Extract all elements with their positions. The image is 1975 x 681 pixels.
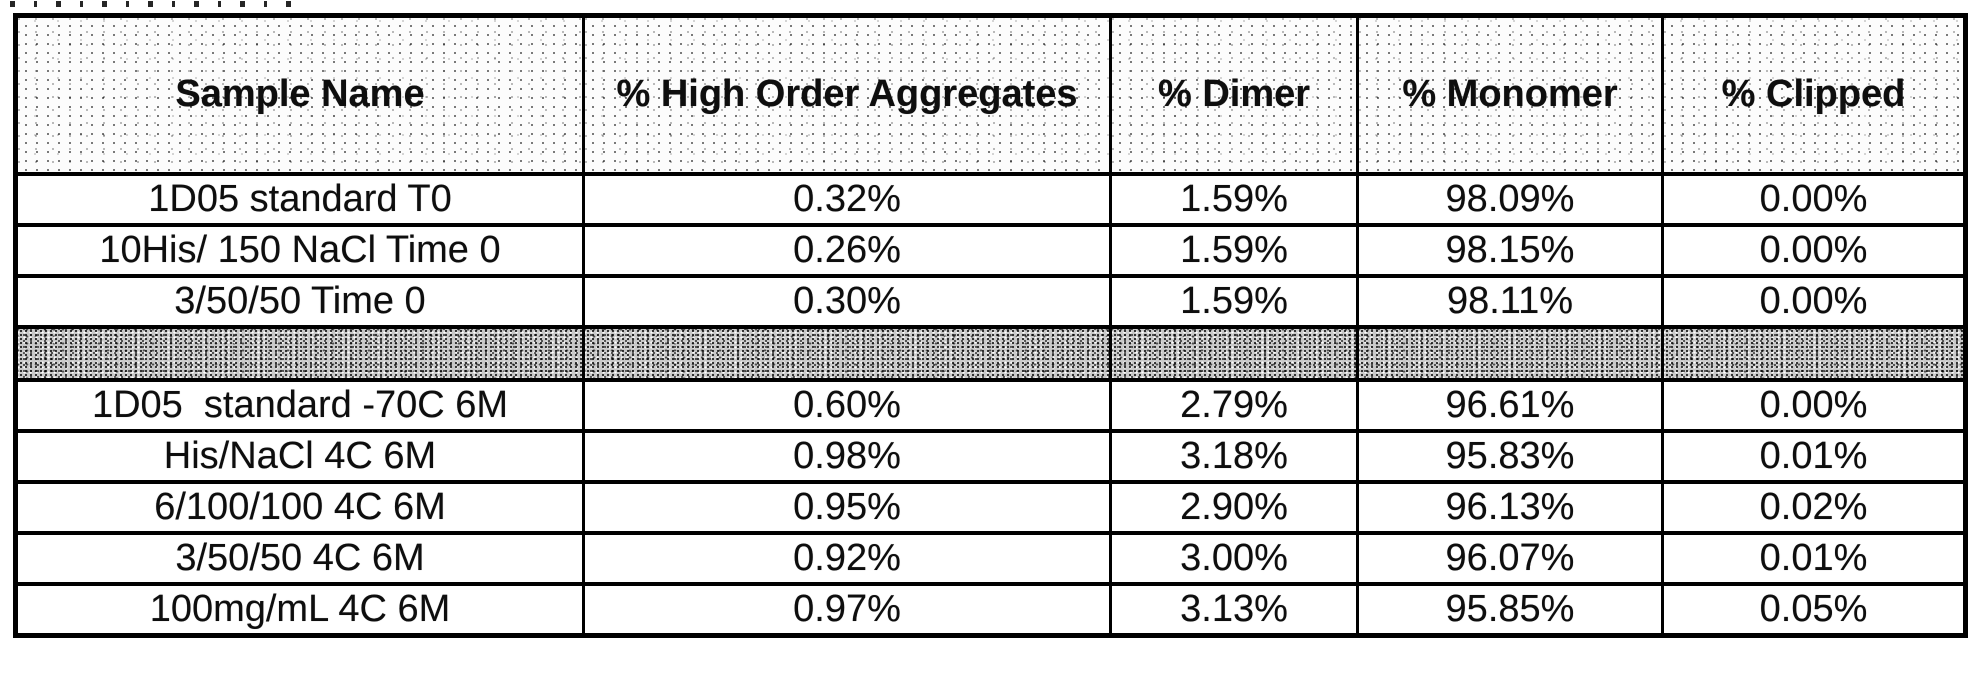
- table-row: 1D05 standard -70C 6M 0.60% 2.79% 96.61%…: [14, 378, 1967, 433]
- sample-name-cell: 1D05 standard T0: [14, 172, 585, 227]
- value-cell: 1.59%: [1109, 223, 1359, 278]
- value-cell: 0.00%: [1661, 172, 1967, 227]
- results-table: Sample Name % High Order Aggregates % Di…: [13, 13, 1968, 638]
- value-cell: 0.92%: [582, 531, 1112, 586]
- column-header-monomer: % Monomer: [1356, 13, 1664, 176]
- table-row: 10His/ 150 NaCl Time 0 0.26% 1.59% 98.15…: [14, 223, 1967, 278]
- value-cell: 2.79%: [1109, 378, 1359, 433]
- value-cell: 1.59%: [1109, 274, 1359, 329]
- header-row: Sample Name % High Order Aggregates % Di…: [14, 13, 1967, 176]
- sample-name-cell: 10His/ 150 NaCl Time 0: [14, 223, 585, 278]
- value-cell: 98.11%: [1356, 274, 1664, 329]
- value-cell: 96.61%: [1356, 378, 1664, 433]
- separator-cell: [1356, 325, 1664, 382]
- scan-artifact-cutoff-text: [10, 1, 310, 7]
- table-row: 1D05 standard T0 0.32% 1.59% 98.09% 0.00…: [14, 172, 1967, 227]
- separator-cell: [582, 325, 1112, 382]
- value-cell: 0.05%: [1661, 582, 1967, 638]
- value-cell: 0.32%: [582, 172, 1112, 227]
- value-cell: 0.02%: [1661, 480, 1967, 535]
- table-row: 3/50/50 4C 6M 0.92% 3.00% 96.07% 0.01%: [14, 531, 1967, 586]
- value-cell: 0.97%: [582, 582, 1112, 638]
- value-cell: 0.30%: [582, 274, 1112, 329]
- value-cell: 96.07%: [1356, 531, 1664, 586]
- value-cell: 96.13%: [1356, 480, 1664, 535]
- column-header-high-order-aggregates: % High Order Aggregates: [582, 13, 1112, 176]
- sample-name-cell: 3/50/50 Time 0: [14, 274, 585, 329]
- sample-name-cell: 6/100/100 4C 6M: [14, 480, 585, 535]
- value-cell: 0.01%: [1661, 429, 1967, 484]
- table-row: His/NaCl 4C 6M 0.98% 3.18% 95.83% 0.01%: [14, 429, 1967, 484]
- table-row: 6/100/100 4C 6M 0.95% 2.90% 96.13% 0.02%: [14, 480, 1967, 535]
- sample-name-cell: His/NaCl 4C 6M: [14, 429, 585, 484]
- value-cell: 95.83%: [1356, 429, 1664, 484]
- value-cell: 0.26%: [582, 223, 1112, 278]
- value-cell: 0.01%: [1661, 531, 1967, 586]
- value-cell: 98.09%: [1356, 172, 1664, 227]
- separator-cell: [1109, 325, 1359, 382]
- sample-name-cell: 1D05 standard -70C 6M: [14, 378, 585, 433]
- table-row: 100mg/mL 4C 6M 0.97% 3.13% 95.85% 0.05%: [14, 582, 1967, 638]
- value-cell: 3.18%: [1109, 429, 1359, 484]
- value-cell: 98.15%: [1356, 223, 1664, 278]
- sample-name-cell: 3/50/50 4C 6M: [14, 531, 585, 586]
- value-cell: 2.90%: [1109, 480, 1359, 535]
- separator-row: [14, 325, 1967, 382]
- value-cell: 1.59%: [1109, 172, 1359, 227]
- separator-cell: [1661, 325, 1967, 382]
- value-cell: 0.00%: [1661, 274, 1967, 329]
- table-row: 3/50/50 Time 0 0.30% 1.59% 98.11% 0.00%: [14, 274, 1967, 329]
- value-cell: 0.00%: [1661, 223, 1967, 278]
- column-header-sample-name: Sample Name: [14, 13, 585, 176]
- separator-cell: [14, 325, 585, 382]
- column-header-dimer: % Dimer: [1109, 13, 1359, 176]
- value-cell: 3.13%: [1109, 582, 1359, 638]
- column-header-clipped: % Clipped: [1661, 13, 1967, 176]
- value-cell: 0.00%: [1661, 378, 1967, 433]
- value-cell: 0.95%: [582, 480, 1112, 535]
- value-cell: 0.60%: [582, 378, 1112, 433]
- value-cell: 3.00%: [1109, 531, 1359, 586]
- value-cell: 95.85%: [1356, 582, 1664, 638]
- sample-name-cell: 100mg/mL 4C 6M: [14, 582, 585, 638]
- value-cell: 0.98%: [582, 429, 1112, 484]
